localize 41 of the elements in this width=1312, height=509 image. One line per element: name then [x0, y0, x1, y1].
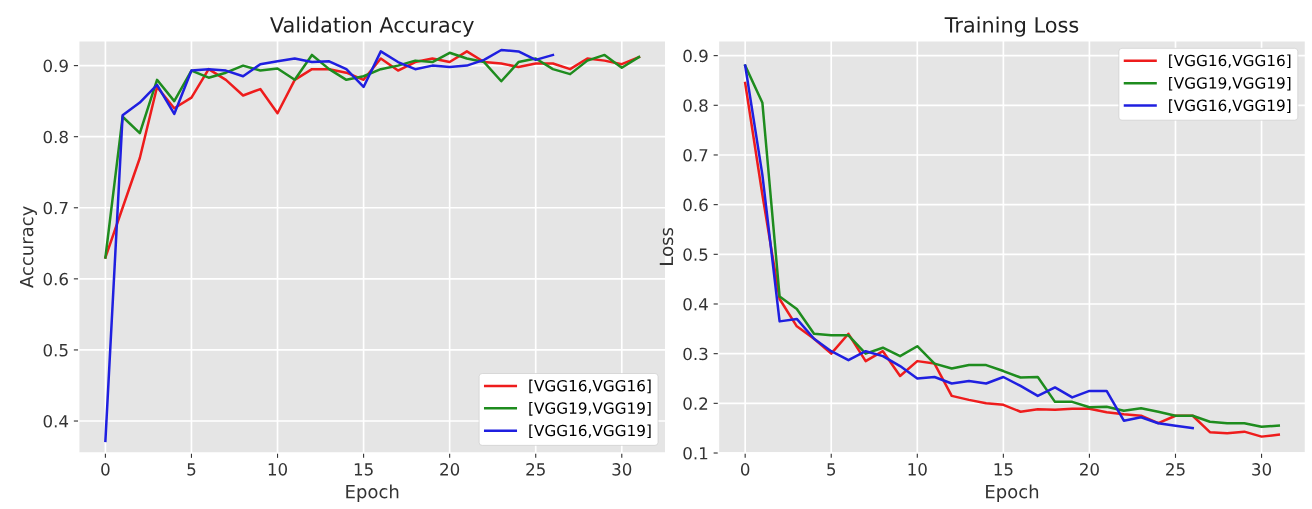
x-tick-label: 0: [740, 463, 750, 476]
x-tick-label: 15: [994, 463, 1013, 476]
x-tick-label: 10: [268, 463, 288, 476]
y-tick-label: 0.6: [43, 272, 68, 286]
y-tick-label: 0.8: [683, 99, 708, 112]
y-tick-label: 0.9: [683, 49, 708, 63]
legend-label: [VGG16,VGG19]: [529, 424, 651, 439]
x-tick-label: 5: [827, 463, 836, 476]
x-tick-label: 10: [908, 463, 927, 476]
legend-label: [VGG16,VGG19]: [1169, 99, 1291, 113]
x-tick-label: 30: [612, 463, 632, 476]
y-axis-title: Accuracy: [20, 206, 37, 288]
y-tick-label: 0.8: [43, 130, 68, 144]
x-tick-label: 15: [354, 463, 373, 476]
y-tick-label: 0.7: [683, 148, 708, 162]
x-tick-label: 5: [187, 463, 196, 476]
y-tick-label: 0.7: [43, 201, 68, 215]
y-tick-label: 0.9: [43, 59, 68, 73]
legend-label: [VGG16,VGG16]: [529, 379, 651, 394]
y-tick-label: 0.5: [43, 343, 68, 357]
legend-label: [VGG16,VGG16]: [1169, 54, 1291, 69]
y-axis-title: Loss: [659, 227, 674, 265]
y-tick-label: 0.1: [683, 446, 708, 460]
y-tick-label: 0.5: [683, 248, 708, 261]
chart-title: Validation Accuracy: [270, 16, 474, 37]
x-tick-label: 20: [1080, 463, 1099, 476]
y-tick-label: 0.4: [43, 414, 69, 428]
x-axis-title: Epoch: [346, 484, 399, 502]
x-tick-label: 25: [526, 463, 545, 476]
y-tick-label: 0.4: [683, 297, 708, 311]
y-tick-label: 0.3: [683, 347, 708, 361]
x-tick-label: 0: [101, 463, 110, 476]
chart-title: Training Loss: [944, 16, 1079, 37]
x-tick-label: 20: [440, 463, 460, 476]
y-tick-label: 0.2: [683, 397, 708, 410]
legend-label: [VGG19,VGG19]: [529, 402, 651, 416]
y-tick-label: 0.6: [683, 198, 708, 212]
legend-label: [VGG19,VGG19]: [1169, 76, 1291, 91]
x-tick-label: 30: [1252, 463, 1272, 476]
x-axis-title: Epoch: [986, 484, 1039, 502]
x-tick-label: 25: [1166, 463, 1185, 476]
